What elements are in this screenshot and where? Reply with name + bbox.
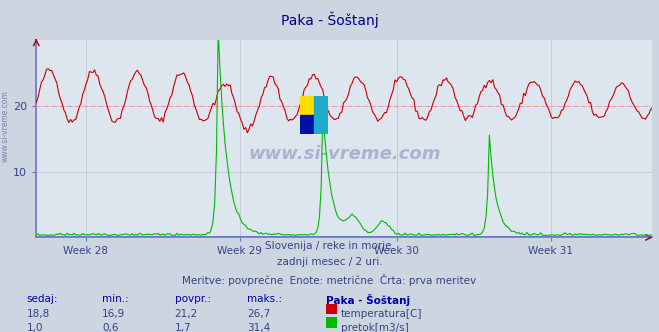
Text: 1,0: 1,0 [26, 323, 43, 332]
Bar [300, 116, 314, 134]
Text: Meritve: povprečne  Enote: metrične  Črta: prva meritev: Meritve: povprečne Enote: metrične Črta:… [183, 274, 476, 286]
Text: Paka - Šoštanj: Paka - Šoštanj [281, 12, 378, 28]
Text: sedaj:: sedaj: [26, 294, 58, 304]
Text: maks.:: maks.: [247, 294, 282, 304]
Text: 26,7: 26,7 [247, 309, 270, 319]
Text: temperatura[C]: temperatura[C] [341, 309, 422, 319]
Text: 21,2: 21,2 [175, 309, 198, 319]
Text: povpr.:: povpr.: [175, 294, 211, 304]
Text: 18,8: 18,8 [26, 309, 49, 319]
Bar [314, 116, 328, 134]
Text: Paka - Šoštanj: Paka - Šoštanj [326, 294, 411, 306]
Text: 16,9: 16,9 [102, 309, 125, 319]
Text: www.si-vreme.com: www.si-vreme.com [1, 90, 10, 162]
Bar [300, 96, 314, 116]
Text: zadnji mesec / 2 uri.: zadnji mesec / 2 uri. [277, 257, 382, 267]
Bar [314, 96, 328, 116]
Text: Slovenija / reke in morje.: Slovenija / reke in morje. [264, 241, 395, 251]
Text: pretok[m3/s]: pretok[m3/s] [341, 323, 409, 332]
Text: 31,4: 31,4 [247, 323, 270, 332]
Text: 0,6: 0,6 [102, 323, 119, 332]
Text: 1,7: 1,7 [175, 323, 191, 332]
Text: min.:: min.: [102, 294, 129, 304]
Text: www.si-vreme.com: www.si-vreme.com [248, 145, 441, 163]
